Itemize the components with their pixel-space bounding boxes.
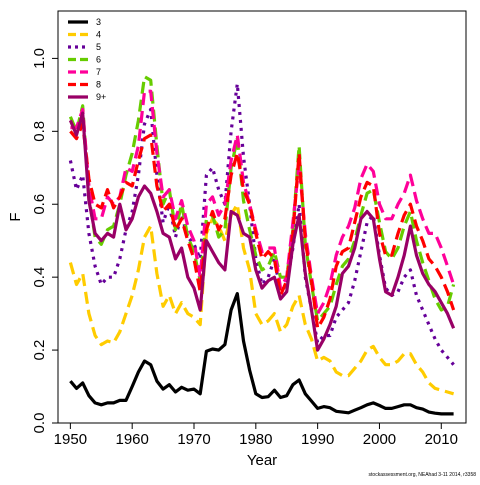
series-layer (68, 74, 456, 416)
series-line-4 (68, 202, 455, 396)
y-tick-label: 0.4 (31, 267, 48, 288)
legend-label-6: 6 (96, 55, 101, 65)
x-axis-title: Year (247, 452, 277, 469)
x-tick-label: 1980 (239, 431, 272, 448)
series-line-3 (69, 292, 454, 416)
y-axis-title: F (7, 212, 24, 221)
legend-label-5: 5 (96, 42, 101, 52)
y-tick-label: 1.0 (31, 48, 48, 69)
y-axis: 0.0 0.2 0.4 0.6 0.8 1.0 (31, 48, 58, 433)
y-tick-label: 0.2 (31, 340, 48, 361)
y-tick-label: 0.0 (31, 413, 48, 434)
x-tick-label: 1970 (177, 431, 210, 448)
legend-label-3: 3 (96, 17, 101, 27)
x-axis: 1950 1960 1970 1980 1990 2000 2010 (54, 423, 458, 448)
y-tick-label: 0.8 (31, 121, 48, 142)
legend-label-8: 8 (96, 80, 101, 90)
x-tick-label: 2010 (425, 431, 458, 448)
footnote: stockassessment.org, NEAhad 3-11 2014, r… (369, 472, 477, 478)
series-line-7 (70, 89, 456, 316)
x-tick-label: 2000 (363, 431, 396, 448)
series-line-9plus (68, 111, 456, 352)
series-line-6 (68, 74, 456, 323)
legend-label-7: 7 (96, 67, 101, 77)
legend-label-4: 4 (96, 30, 101, 40)
x-tick-label: 1990 (301, 431, 334, 448)
x-tick-label: 1950 (54, 431, 87, 448)
y-tick-label: 0.6 (31, 194, 48, 215)
legend-label-9plus: 9+ (96, 92, 106, 102)
x-tick-label: 1960 (115, 431, 148, 448)
legend: 3 4 5 6 7 8 9+ (68, 17, 106, 102)
plot-frame (57, 10, 467, 424)
